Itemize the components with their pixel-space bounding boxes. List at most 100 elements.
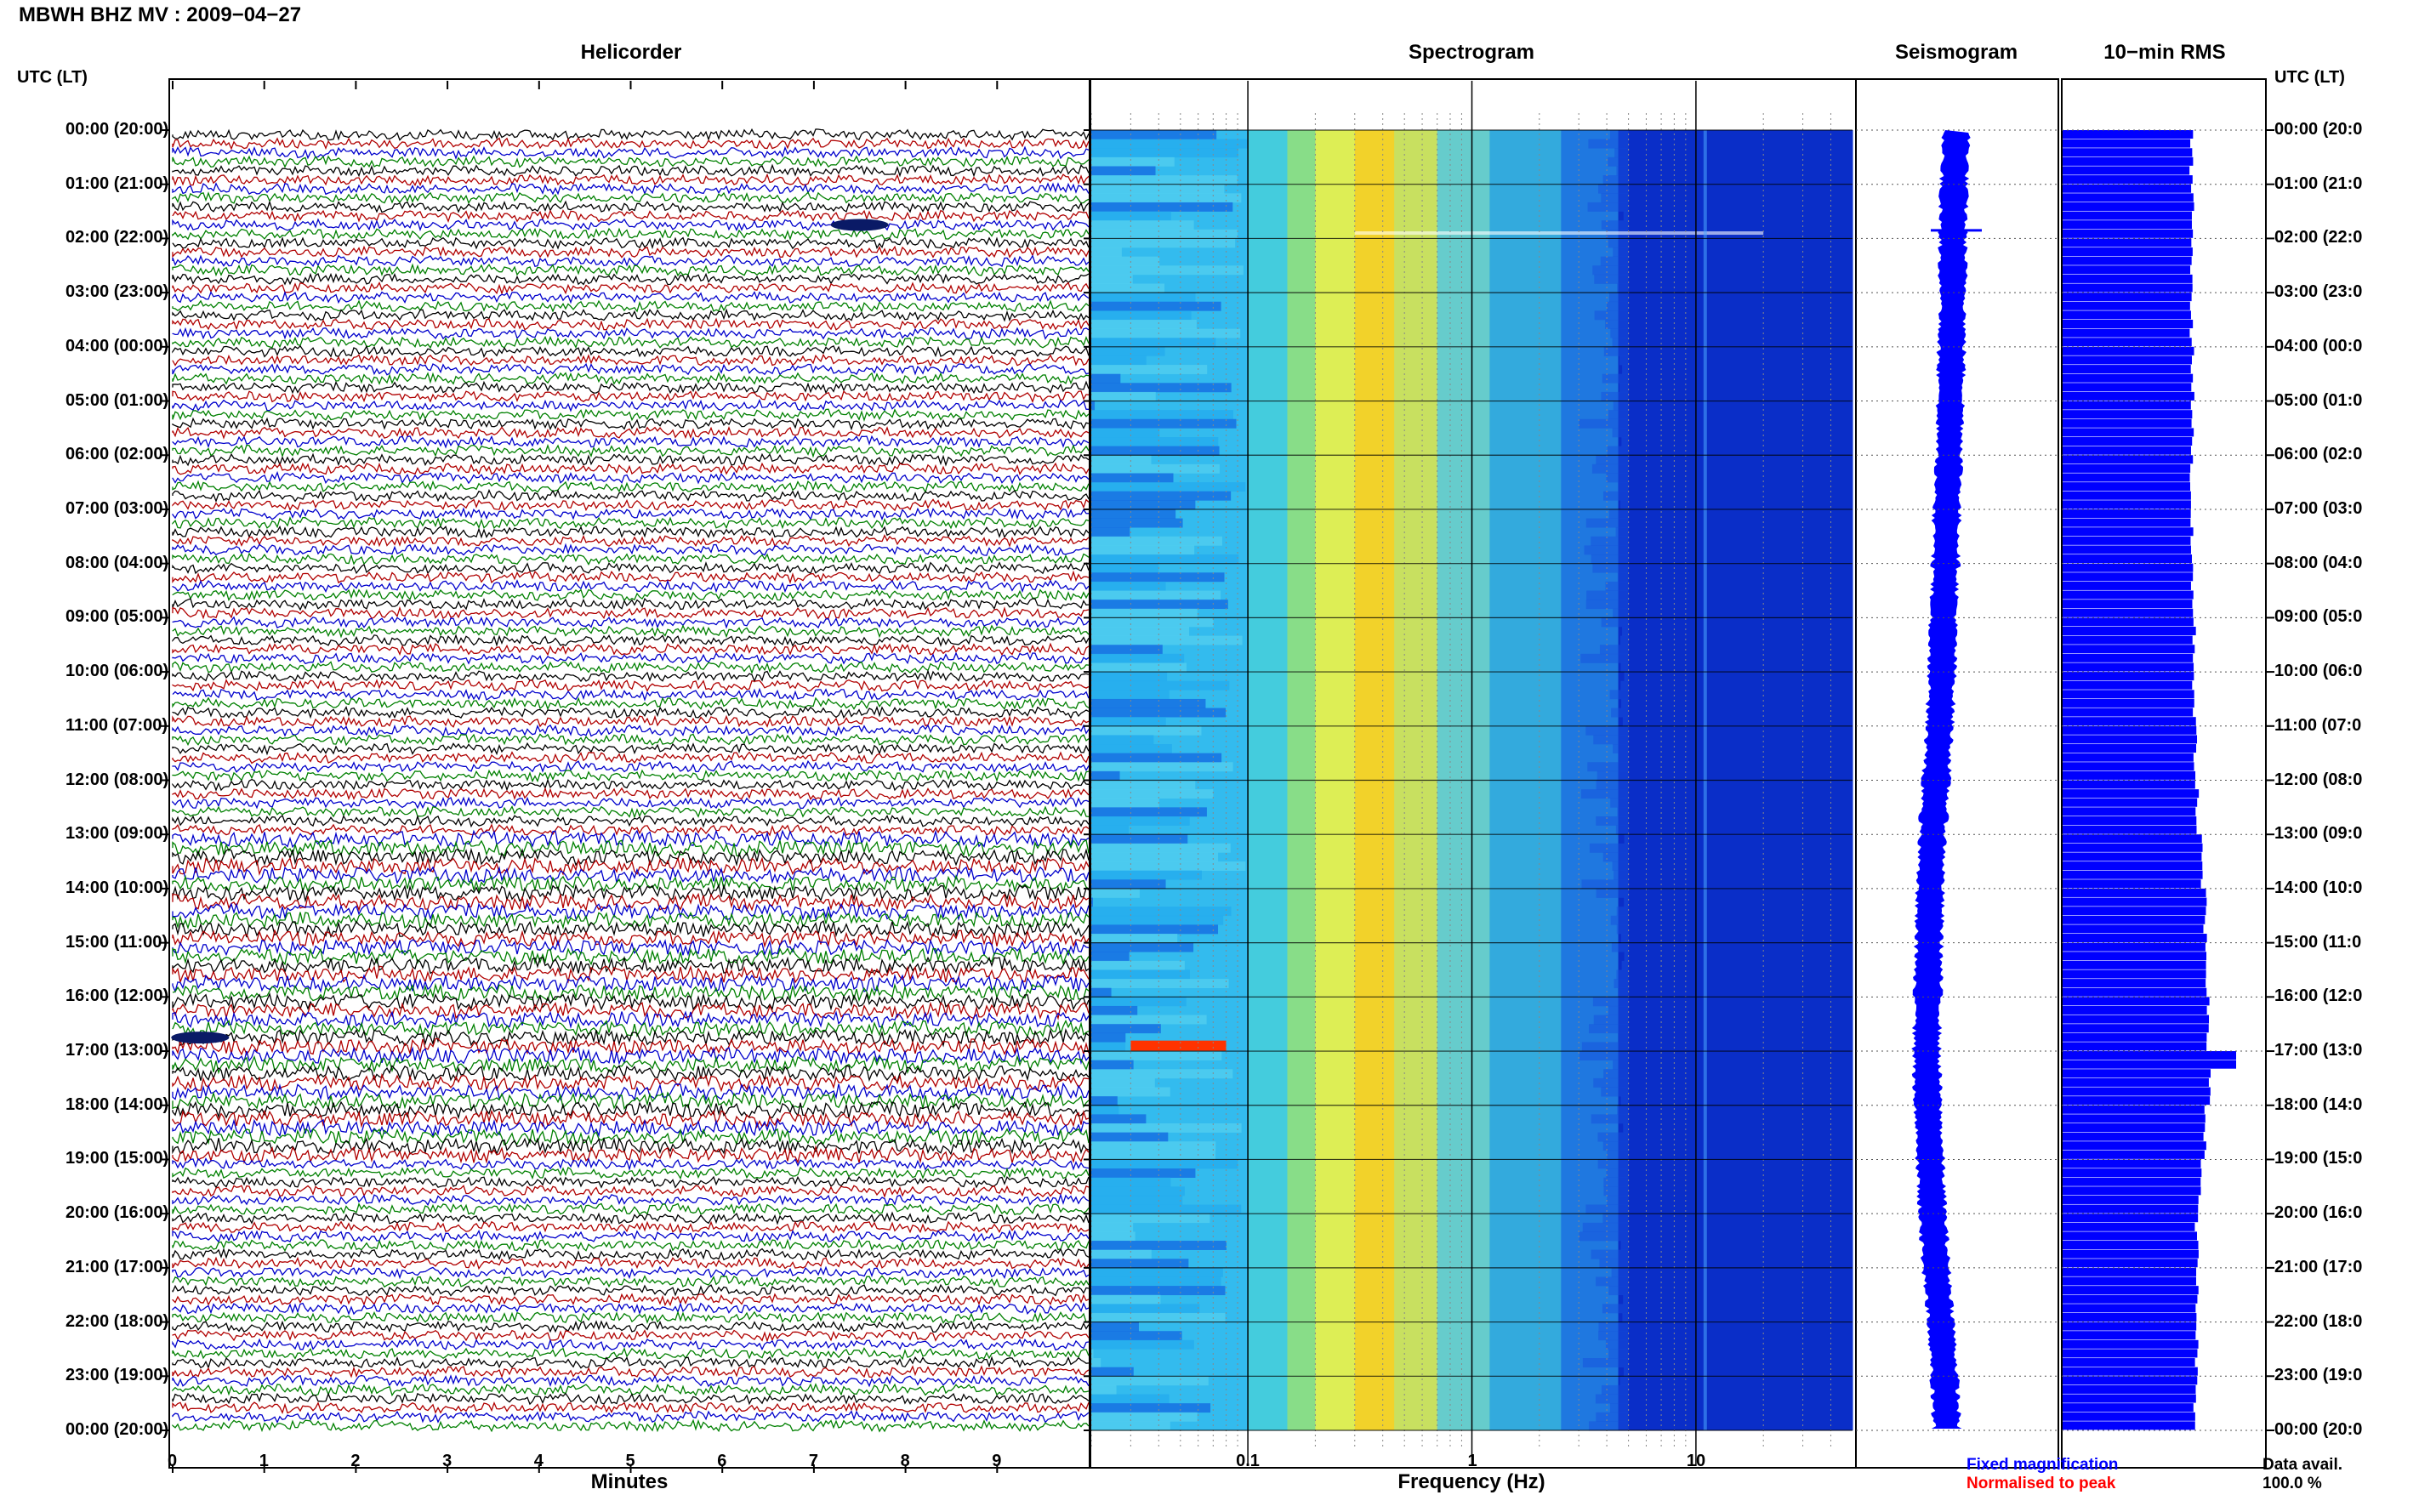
- spectrogram-row: [1603, 1177, 1629, 1187]
- spectrogram-row: [1601, 220, 1629, 230]
- rms-bar: [2062, 428, 2194, 437]
- data-avail-label: Data avail.: [2262, 1456, 2342, 1474]
- helicorder-trace: [172, 696, 1090, 711]
- spectrogram-row: [1624, 897, 1629, 907]
- rms-bar: [2062, 807, 2196, 816]
- minute-tick-label: 3: [442, 1452, 452, 1470]
- spectrogram-row: [1091, 1276, 1221, 1287]
- seismogram-envelope: [1911, 130, 1971, 1429]
- spectrogram-row: [1091, 1060, 1134, 1070]
- helicorder-trace: [172, 1320, 1090, 1333]
- spectrogram-row: [1091, 130, 1217, 139]
- time-label-right: 23:00 (19:0: [2274, 1366, 2363, 1385]
- rms-bar: [2062, 148, 2193, 157]
- time-label-left: 16:00 (12:00): [65, 986, 169, 1006]
- rms-bar: [2062, 1367, 2198, 1376]
- spectrogram-row: [1595, 1394, 1629, 1404]
- spectrogram-row: [1601, 391, 1629, 401]
- minute-tick-label: 6: [717, 1452, 727, 1470]
- rms-bar: [2062, 1312, 2197, 1322]
- spectrogram-row: [1599, 645, 1629, 655]
- spectrogram-row: [1592, 997, 1629, 1007]
- time-label-left: 19:00 (15:00): [65, 1149, 169, 1168]
- spectrogram-row: [1091, 690, 1170, 700]
- spectrogram-row: [1585, 518, 1629, 528]
- helicorder-trace: [172, 838, 1090, 857]
- time-label-left: 22:00 (18:00): [65, 1311, 169, 1331]
- rms-bar: [2062, 816, 2197, 825]
- rms-bar: [2062, 256, 2192, 265]
- helicorder-trace: [172, 705, 1090, 719]
- helicorder-trace: [172, 982, 1090, 1003]
- spectrogram-row: [1091, 1358, 1101, 1367]
- spectrogram-row: [1602, 1141, 1629, 1151]
- rms-bar: [2062, 1259, 2198, 1268]
- helicorder-trace: [172, 1418, 1090, 1433]
- time-label-left: 07:00 (03:00): [65, 498, 169, 518]
- helicorder-trace: [172, 1054, 1090, 1075]
- spectrogram-row: [1591, 1249, 1629, 1259]
- rms-bar: [2062, 680, 2193, 690]
- helicorder-trace: [172, 778, 1090, 792]
- rms-bar: [2062, 1177, 2201, 1186]
- spectrogram-row: [1602, 852, 1629, 862]
- helicorder-trace: [172, 435, 1090, 449]
- helicorder-trace: [172, 1046, 1090, 1066]
- time-label-right: 17:00 (13:0: [2274, 1041, 2363, 1060]
- helicorder-trace: [172, 317, 1090, 331]
- spectrogram-row: [1597, 1159, 1629, 1169]
- helicorder-trace: [172, 335, 1090, 350]
- spectrogram-row: [1091, 283, 1165, 293]
- spectrogram-row: [1618, 753, 1629, 763]
- spectrogram-row: [1600, 256, 1629, 266]
- minute-tick-label: 2: [350, 1452, 361, 1470]
- rms-bar: [2062, 437, 2193, 446]
- spectrogram-row: [1623, 1123, 1629, 1133]
- rms-bar: [2062, 338, 2192, 347]
- spectrogram-row: [1596, 1412, 1629, 1422]
- spectrogram-row: [1620, 1096, 1629, 1106]
- spectrogram-row: [1091, 807, 1207, 817]
- spectrogram-row: [1091, 1077, 1155, 1088]
- spectrogram-row: [1584, 545, 1629, 555]
- rms-bar: [2062, 1412, 2195, 1421]
- rms-bar: [2062, 1241, 2199, 1250]
- spectrogram-row: [1594, 310, 1629, 321]
- rms-bar: [2062, 879, 2201, 889]
- rms-bar: [2062, 554, 2193, 564]
- spectrogram-row: [1592, 563, 1629, 573]
- spectrogram-row: [1091, 843, 1231, 853]
- spectrogram-row: [1091, 1322, 1139, 1332]
- spectrogram-row: [1091, 148, 1238, 158]
- spectrogram-row: [1091, 1367, 1134, 1377]
- rms-title: 10−min RMS: [2103, 41, 2226, 64]
- spectrogram-row: [1579, 1051, 1629, 1060]
- spectrogram-row: [1617, 572, 1629, 583]
- rms-bars: [2062, 130, 2236, 1430]
- rms-bar: [2062, 1087, 2211, 1096]
- spectrogram-row: [1620, 662, 1629, 673]
- spectrogram-row: [1091, 698, 1206, 708]
- rms-bar: [2062, 942, 2206, 952]
- spectrogram-row: [1591, 536, 1629, 546]
- spectrogram-row: [1091, 762, 1233, 772]
- spectrogram-row: [1091, 952, 1130, 962]
- rms-bar: [2062, 184, 2192, 193]
- spectrogram-row: [1611, 1267, 1629, 1277]
- time-label-right: 06:00 (02:0: [2274, 445, 2363, 464]
- minute-tick-label: 0: [168, 1452, 178, 1470]
- time-label-left: 01:00 (21:00): [65, 173, 169, 193]
- spectrogram-row: [1614, 148, 1629, 158]
- time-label-right: 16:00 (12:0: [2274, 986, 2363, 1006]
- spectrogram-row: [1091, 753, 1222, 763]
- spectrogram-row: [1091, 617, 1214, 628]
- spectrogram-row: [1091, 997, 1187, 1007]
- rms-bar: [2062, 193, 2194, 202]
- spectrogram-row: [1603, 1069, 1629, 1079]
- spectrogram-row: [1609, 293, 1629, 303]
- rms-bar: [2062, 509, 2191, 518]
- helicorder-trace: [172, 651, 1090, 665]
- helicorder-trace: [172, 742, 1090, 756]
- spectrogram-row: [1588, 1421, 1629, 1431]
- helicorder-trace: [172, 1072, 1090, 1093]
